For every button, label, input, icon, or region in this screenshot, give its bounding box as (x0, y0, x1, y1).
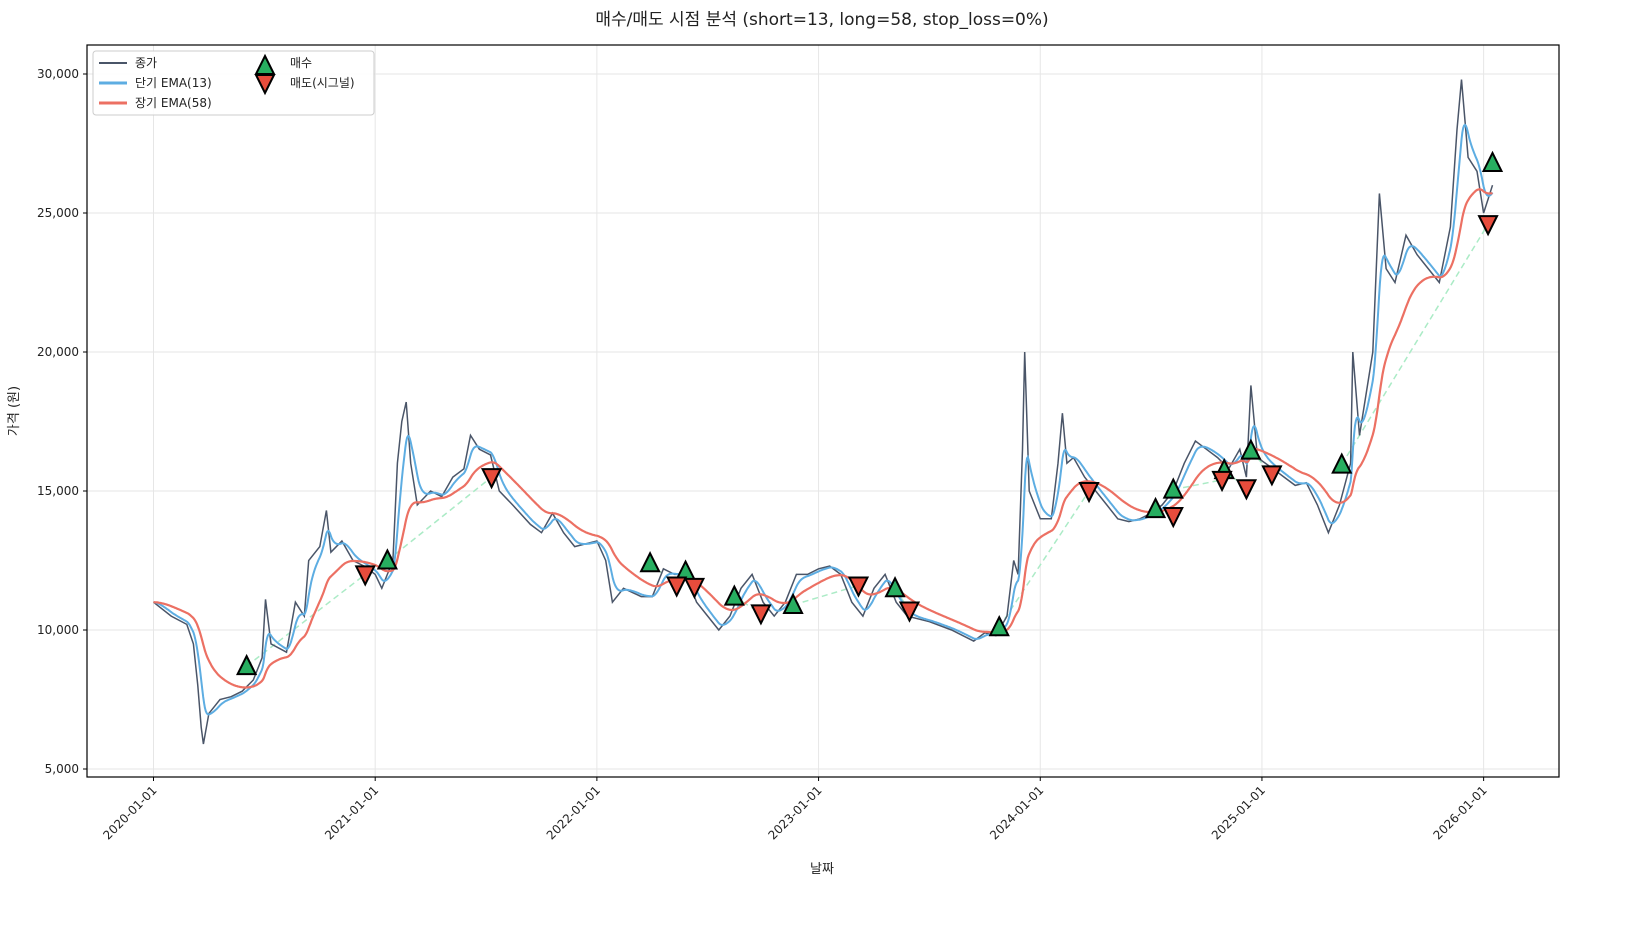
y-tick-label: 30,000 (37, 67, 79, 81)
legend-box (92, 50, 375, 116)
buy-marker (782, 592, 804, 614)
long-ema-line (153, 188, 1493, 689)
x-tick-label: 2025-01-01 (1209, 783, 1268, 842)
legend: 종가 단기 EMA(13) 장기 EMA(58) 매수 매도(시그널) (92, 50, 375, 116)
trade-line (998, 490, 1090, 628)
x-tick-label: 2021-01-01 (322, 783, 381, 842)
plot-area (153, 79, 1504, 745)
sell-marker (1078, 481, 1100, 504)
sell-marker (1162, 507, 1184, 529)
sell-marker (1211, 470, 1233, 493)
sell-marker (666, 576, 688, 598)
trade-line (1341, 223, 1489, 465)
y-tick-label: 15,000 (37, 484, 79, 498)
chart-title: 매수/매도 시점 분석 (short=13, long=58, stop_los… (595, 10, 1048, 30)
buy-marker (376, 548, 399, 570)
y-tick-label: 10,000 (37, 623, 79, 637)
sell-marker (898, 601, 921, 623)
short-ema-line (153, 123, 1494, 716)
sell-marker (1261, 465, 1283, 487)
sell-marker (1235, 479, 1258, 501)
x-axis-label: 날짜 (810, 862, 834, 877)
close-price-line (153, 79, 1494, 745)
buy-marker (723, 584, 745, 606)
trade-line (386, 476, 493, 562)
x-tick-label: 2026-01-01 (1431, 783, 1490, 842)
buy-marker (235, 653, 258, 676)
sell-marker (480, 468, 503, 490)
buy-marker (1144, 496, 1167, 519)
buy-marker (884, 576, 906, 598)
legend-short-ema-label: 단기 EMA(13) (135, 76, 212, 90)
x-tick-label: 2023-01-01 (765, 783, 824, 842)
buy-marker (1331, 452, 1353, 474)
legend-long-ema-label: 장기 EMA(58) (135, 96, 212, 110)
y-tick-label: 20,000 (37, 345, 79, 359)
y-tick-label: 25,000 (37, 206, 79, 220)
grid (87, 45, 1559, 777)
axes-frame (86, 44, 1560, 778)
sell-marker (683, 577, 706, 600)
legend-buy-label: 매수 (290, 56, 312, 70)
sell-marker (847, 576, 870, 598)
buy-marker (1162, 477, 1184, 499)
legend-close-label: 종가 (135, 56, 157, 70)
legend-sell-marker-icon (254, 74, 276, 96)
sell-marker (750, 604, 772, 626)
sell-marker (354, 565, 376, 587)
trade-line (1173, 479, 1223, 491)
x-tick-label: 2020-01-01 (100, 783, 159, 842)
y-tick-label: 5,000 (45, 762, 79, 776)
x-tick-label: 2022-01-01 (544, 783, 603, 842)
trade-line (792, 584, 859, 606)
y-axis-label: 가격 (원) (7, 386, 22, 436)
legend-sell-label: 매도(시그널) (290, 76, 355, 90)
buy-marker (1240, 438, 1262, 460)
buy-marker (988, 614, 1010, 637)
buy-marker (1481, 150, 1504, 172)
sell-marker (1477, 215, 1499, 237)
trade-line (246, 573, 366, 667)
x-tick-label: 2024-01-01 (987, 783, 1046, 842)
buy-marker (639, 551, 661, 573)
